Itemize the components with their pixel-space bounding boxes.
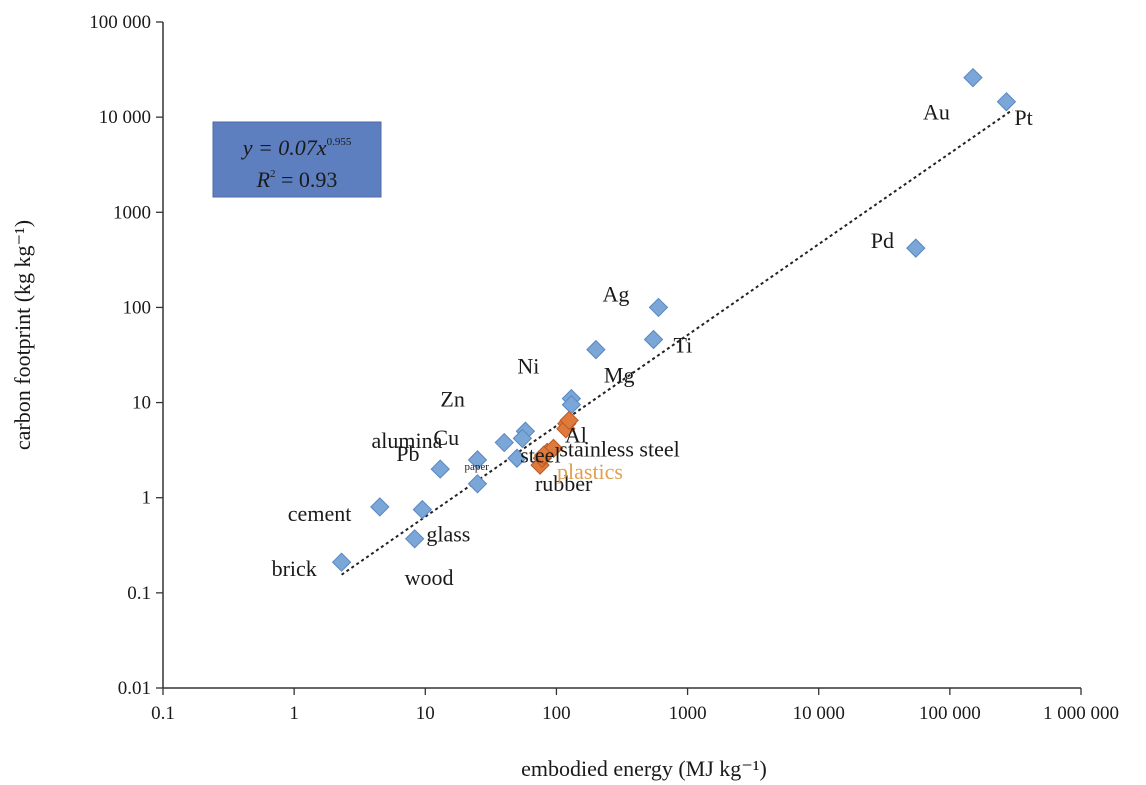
equation-text: y = 0.07x0.955 bbox=[241, 135, 352, 160]
x-tick-label: 100 000 bbox=[919, 703, 981, 724]
data-point-Pb bbox=[430, 459, 450, 479]
axes: 0.1 1 10 100 1000 10 000 100 000 1 000 0000.010… bbox=[89, 12, 1119, 724]
y-tick-label: 1 bbox=[142, 488, 152, 509]
x-tick-label: 1 000 000 bbox=[1043, 703, 1119, 724]
x-axis-title: embodied energy (MJ kg⁻¹) bbox=[521, 756, 767, 781]
data-point-Ag bbox=[648, 297, 669, 318]
data-point-brick bbox=[331, 552, 352, 572]
point-label-Ag: Ag bbox=[602, 281, 629, 306]
point-label-wood: wood bbox=[405, 565, 454, 590]
data-point-Zn bbox=[512, 428, 533, 449]
point-label-steel: steel bbox=[520, 443, 560, 468]
data-point-wood bbox=[404, 529, 425, 549]
data-points bbox=[331, 67, 1017, 572]
x-tick-label: 1000 bbox=[669, 703, 707, 724]
r-squared-text: R2 = 0.93 bbox=[256, 167, 338, 192]
group-label-plastics: plastics bbox=[557, 459, 623, 484]
point-label-glass: glass bbox=[426, 522, 470, 547]
data-point bbox=[534, 445, 554, 465]
data-point-cement bbox=[370, 497, 390, 517]
data-point bbox=[559, 410, 579, 431]
y-tick-label: 1000 bbox=[113, 202, 151, 223]
y-tick-label: 0.1 bbox=[127, 583, 151, 604]
data-point-alumina bbox=[467, 450, 488, 470]
point-label-Pb: Pb bbox=[396, 441, 419, 466]
point-label-alumina: alumina bbox=[371, 428, 442, 453]
data-point-Au bbox=[963, 67, 983, 88]
trendline-group bbox=[341, 109, 1013, 576]
x-tick-label: 1 bbox=[289, 703, 299, 724]
point-label-Pd: Pd bbox=[871, 228, 894, 253]
equation-box-bg bbox=[212, 121, 382, 198]
point-label-Cu: Cu bbox=[433, 425, 459, 450]
y-tick-label: 0.01 bbox=[118, 678, 151, 699]
data-point-rubber bbox=[507, 448, 527, 468]
point-label-stainless-steel: stainless steel bbox=[559, 437, 679, 462]
data-point-Mg bbox=[586, 339, 606, 360]
data-point-Pd bbox=[906, 238, 926, 258]
data-point-Ti bbox=[643, 329, 664, 350]
point-label-Pt: Pt bbox=[1014, 105, 1032, 130]
y-axis-title: carbon footprint (kg kg⁻¹) bbox=[10, 220, 35, 450]
point-label-cement: cement bbox=[288, 501, 352, 526]
y-tick-label: 10 000 bbox=[99, 107, 151, 128]
point-label-Au: Au bbox=[923, 100, 950, 125]
x-tick-label: 10 000 bbox=[793, 703, 845, 724]
point-label-paper: paper bbox=[464, 461, 489, 473]
y-tick-label: 100 000 bbox=[89, 12, 151, 33]
equation-box: y = 0.07x0.955 R2 = 0.93 bbox=[212, 121, 382, 198]
data-point-steel bbox=[494, 432, 514, 453]
point-labels: brick cement wood glass Pb paper alumina steel r… bbox=[272, 100, 1033, 590]
data-point-paper bbox=[467, 474, 488, 494]
point-label-rubber: rubber bbox=[535, 471, 593, 496]
x-tick-label: 100 bbox=[542, 703, 571, 724]
data-point-glass bbox=[412, 499, 433, 520]
y-tick-label: 10 bbox=[132, 393, 151, 414]
point-label-Ni: Ni bbox=[517, 354, 539, 379]
point-label-brick: brick bbox=[272, 556, 317, 581]
y-tick-label: 100 bbox=[123, 297, 152, 318]
point-label-Mg: Mg bbox=[604, 363, 635, 388]
data-point-Pt bbox=[996, 92, 1017, 112]
point-label-Zn: Zn bbox=[440, 386, 464, 411]
x-tick-label: 0.1 bbox=[151, 703, 175, 724]
x-tick-label: 10 bbox=[416, 703, 435, 724]
point-label-Ti: Ti bbox=[674, 333, 693, 358]
trendline bbox=[341, 109, 1013, 576]
point-label-Al: Al bbox=[565, 423, 587, 448]
